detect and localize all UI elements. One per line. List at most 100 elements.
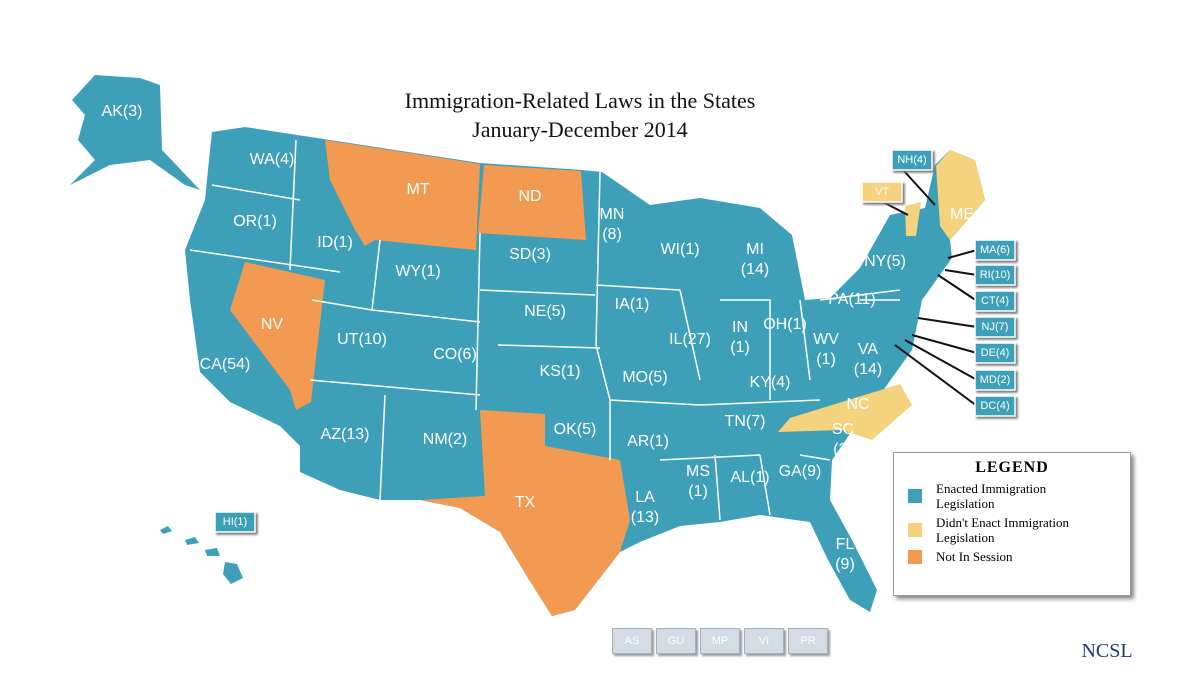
borders (189, 139, 901, 521)
label-box (974, 342, 1016, 364)
state-label: WI(1) (660, 241, 699, 258)
state-label: DC(4) (980, 400, 1009, 412)
state-label: SC (3) (832, 421, 854, 458)
state-label: MS (1) (686, 463, 710, 500)
state-label: ID(1) (317, 234, 353, 251)
state-label: OR(1) (233, 213, 277, 230)
state-shape (325, 140, 480, 250)
states (70, 75, 985, 616)
state-label: MI (14) (741, 241, 769, 278)
leader-line (947, 249, 978, 259)
territory-button[interactable]: VI (744, 628, 784, 654)
state-label: UT(10) (337, 331, 387, 348)
territory-button[interactable]: GU (656, 628, 696, 654)
state-label: NJ(7) (982, 321, 1009, 333)
state-shape (420, 410, 630, 616)
subtitle: January-December 2014 (472, 117, 688, 142)
legend: LEGEND Enacted Immigration Legislation Di… (893, 452, 1131, 596)
state-label: NH(4) (897, 154, 926, 166)
state-label: VT (875, 186, 889, 198)
state-label: IA(1) (615, 296, 650, 313)
state-label: MT (406, 181, 429, 198)
state-label: OH(1) (763, 316, 807, 333)
state-shape (478, 165, 586, 240)
legend-swatch (908, 489, 922, 503)
state-label: TN(7) (725, 413, 766, 430)
state-label: MN (8) (600, 206, 625, 243)
state-shape (230, 262, 325, 410)
state-label: MA(6) (980, 244, 1010, 256)
state-label: KY(4) (750, 374, 791, 391)
legend-item: Enacted Immigration Legislation (908, 481, 1120, 511)
state-label: ME (950, 206, 974, 223)
territory-button[interactable]: AS (612, 628, 652, 654)
state-label: MD(2) (980, 374, 1011, 386)
state-label: GA(9) (779, 463, 822, 480)
state-label: SD(3) (509, 246, 551, 263)
state-label: TX (515, 494, 536, 511)
state-label: AK(3) (102, 103, 143, 120)
state-label: FL (9) (835, 536, 855, 573)
label-box (974, 369, 1016, 391)
state-label: LA (13) (631, 489, 659, 526)
state-label: RI(10) (980, 269, 1011, 281)
state-label: DE(4) (981, 347, 1010, 359)
us-mainland (185, 127, 985, 616)
state-shape (778, 384, 912, 440)
state-label: MO(5) (622, 369, 667, 386)
leader-line (944, 269, 978, 276)
state-label: IL(27) (669, 331, 711, 348)
state-label: NM(2) (423, 431, 467, 448)
alaska (70, 75, 200, 190)
legend-item: Didn't Enact Immigration Legislation (908, 515, 1120, 545)
leader-line (904, 339, 978, 381)
legend-label: Not In Session (936, 549, 1013, 564)
state-label: PA(11) (828, 291, 875, 308)
state-label: AR(1) (627, 433, 669, 450)
hawaii (160, 526, 243, 584)
state-label: WV (1) (813, 331, 839, 368)
state-label: AL(1) (730, 469, 769, 486)
state-label: HI(1) (223, 516, 247, 528)
state-label: NV (261, 316, 284, 333)
territory-button[interactable]: MP (700, 628, 740, 654)
state-label: OK(5) (554, 421, 597, 438)
label-box (974, 264, 1016, 286)
leader-line (917, 317, 978, 328)
state-label: CA(54) (200, 356, 251, 373)
legend-label: Enacted Immigration Legislation (936, 481, 1047, 511)
state-shape (905, 202, 921, 236)
state-label: WY(1) (395, 263, 440, 280)
label-box (974, 239, 1016, 261)
legend-label: Didn't Enact Immigration Legislation (936, 515, 1070, 545)
legend-swatch (908, 549, 922, 564)
state-label: NY(5) (864, 253, 906, 270)
label-box (861, 181, 903, 203)
state-label: ND (518, 188, 541, 205)
title: Immigration-Related Laws in the States (405, 88, 756, 113)
legend-swatch (908, 523, 922, 537)
label-box (974, 395, 1016, 417)
state-label: WA(4) (250, 151, 295, 168)
state-label: VA (14) (854, 341, 882, 378)
label-box (891, 149, 933, 171)
state-label: AZ(13) (321, 426, 370, 443)
legend-title: LEGEND (975, 459, 1049, 476)
leader-line (911, 334, 978, 354)
state-label: CT(4) (981, 295, 1009, 307)
state-label: NC (846, 396, 869, 413)
logo: NCSL (1081, 640, 1133, 662)
state-label: IN (1) (730, 319, 750, 356)
leader-line (894, 344, 978, 407)
legend-item: Not In Session (908, 549, 1120, 564)
leader-line (937, 274, 978, 302)
label-box (974, 290, 1016, 312)
state-label: NE(5) (524, 303, 566, 320)
label-box (214, 511, 256, 533)
state-shape (936, 150, 985, 240)
label-box (974, 316, 1016, 338)
territory-button[interactable]: PR (788, 628, 828, 654)
state-label: CO(6) (433, 346, 477, 363)
